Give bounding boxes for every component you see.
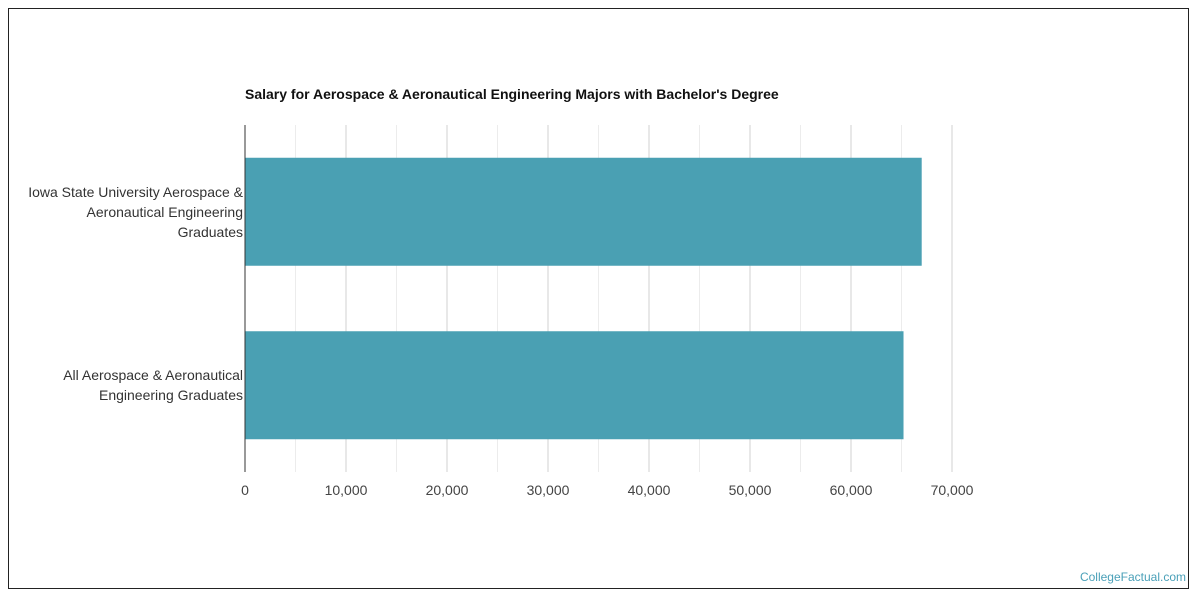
- category-label-line: Graduates: [177, 223, 243, 240]
- x-tick-label: 50,000: [729, 482, 772, 498]
- bar-1[interactable]: [245, 157, 922, 266]
- chart-title: Salary for Aerospace & Aeronautical Engi…: [245, 86, 779, 102]
- category-label-1: Iowa State University Aerospace & Aeronau…: [28, 182, 243, 242]
- x-tick-label: 10,000: [325, 482, 368, 498]
- category-label-2: All Aerospace & Aeronautical Engineering …: [63, 365, 243, 405]
- category-label-line: Iowa State University Aerospace &: [28, 183, 243, 200]
- watermark[interactable]: CollegeFactual.com: [1079, 570, 1186, 584]
- x-tick-label: 60,000: [830, 482, 873, 498]
- x-tick-label: 0: [241, 482, 249, 498]
- category-label-line: Engineering Graduates: [99, 387, 243, 404]
- category-label-line: All Aerospace & Aeronautical: [63, 367, 243, 384]
- x-tick-label: 40,000: [628, 482, 671, 498]
- x-tick-label: 30,000: [527, 482, 570, 498]
- x-tick-label: 20,000: [426, 482, 469, 498]
- bar-2[interactable]: [245, 331, 904, 440]
- x-tick-label: 70,000: [931, 482, 974, 498]
- category-label-line: Aeronautical Engineering: [86, 203, 243, 220]
